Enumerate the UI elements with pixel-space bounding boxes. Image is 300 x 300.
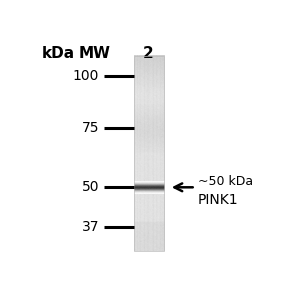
Text: ~50 kDa: ~50 kDa bbox=[198, 175, 253, 188]
Text: 2: 2 bbox=[142, 46, 153, 62]
Text: 37: 37 bbox=[82, 220, 99, 234]
Text: 100: 100 bbox=[73, 69, 99, 83]
Text: 75: 75 bbox=[82, 122, 99, 135]
Text: MW: MW bbox=[78, 46, 110, 62]
Bar bbox=[134, 56, 164, 251]
Text: PINK1: PINK1 bbox=[198, 193, 238, 207]
Text: kDa: kDa bbox=[42, 46, 75, 62]
Text: 50: 50 bbox=[82, 180, 99, 194]
